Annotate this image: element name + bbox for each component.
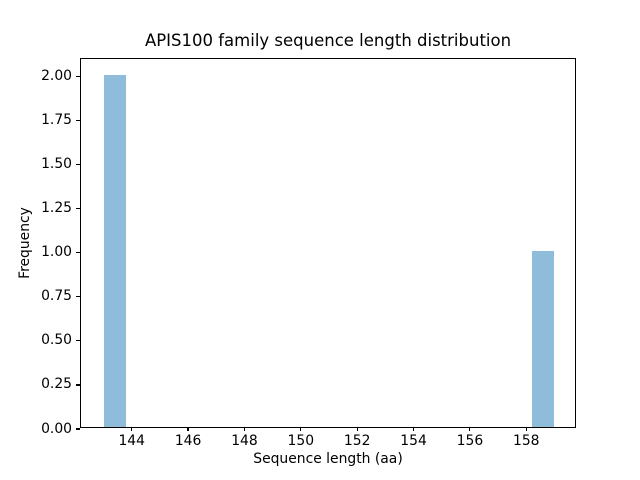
x-tick-label: 154 — [400, 433, 427, 449]
x-tick-mark — [300, 427, 302, 431]
x-tick-mark — [356, 427, 358, 431]
y-tick-label: 0.25 — [41, 376, 72, 393]
y-tick-mark — [76, 208, 80, 210]
x-tick-label: 146 — [174, 433, 202, 449]
x-tick-label: 158 — [513, 433, 540, 449]
y-tick-mark — [76, 120, 80, 122]
x-tick-label: 148 — [231, 433, 258, 449]
y-tick-label: 1.75 — [41, 112, 72, 129]
x-tick-mark — [412, 427, 415, 431]
x-tick-label: 144 — [118, 433, 145, 449]
x-tick-label: 156 — [456, 433, 484, 449]
y-tick-mark — [76, 384, 80, 386]
x-tick-mark — [243, 427, 246, 431]
y-tick-label: 0.75 — [41, 288, 72, 305]
plot-area: 144 146 148 150 152 154 156 158 0.00 0.25 0.50 0.75… — [41, 58, 576, 449]
x-tick-label: 152 — [343, 433, 371, 449]
y-tick-label: 0.50 — [41, 332, 72, 349]
y-tick-label: 0.00 — [41, 420, 72, 437]
y-tick-label: 1.50 — [41, 156, 72, 173]
y-tick-mark — [76, 340, 80, 342]
y-tick-label: 1.00 — [41, 244, 72, 261]
y-tick-mark — [76, 296, 80, 298]
y-tick-label: 2.00 — [41, 68, 72, 85]
histogram-bar — [103, 74, 127, 427]
x-axis-label: Sequence length (aa) — [253, 451, 403, 467]
y-tick-mark — [76, 252, 80, 254]
histogram-bar — [531, 250, 555, 427]
y-tick-mark — [76, 76, 80, 78]
y-tick-mark — [76, 164, 80, 166]
x-tick-mark — [525, 427, 527, 431]
y-tick-mark — [76, 428, 80, 430]
y-axis-label: Frequency — [17, 207, 33, 279]
x-tick-mark — [187, 427, 189, 431]
x-tick-label: 150 — [287, 433, 315, 449]
y-tick-label: 1.25 — [41, 200, 72, 217]
chart-title: APIS100 family sequence length distribut… — [144, 31, 512, 50]
x-tick-mark — [131, 427, 133, 431]
x-tick-mark — [469, 427, 471, 431]
